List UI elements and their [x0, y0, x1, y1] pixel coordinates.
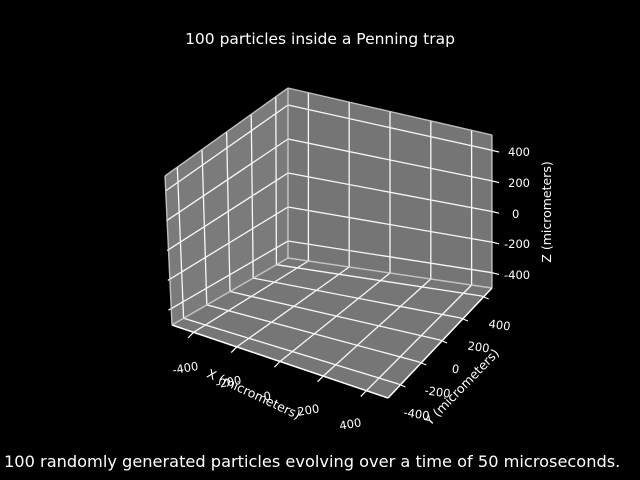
y-axis-tick-marks — [398, 295, 489, 388]
y-tick-label: -200 — [424, 383, 452, 400]
z-tick-label: -400 — [504, 268, 530, 282]
figure-caption: 100 randomly generated particles evolvin… — [4, 452, 621, 471]
y-tick-label: 400 — [488, 317, 512, 334]
gridlines-floor — [183, 260, 482, 392]
x-tick-label: -200 — [214, 373, 242, 391]
y-tick-label: 0 — [451, 362, 460, 377]
x-tick-label: 0 — [263, 389, 273, 404]
z-axis-label: Z (micrometers) — [539, 161, 554, 262]
z-tick-label: 400 — [508, 145, 530, 159]
x-axis-label: X (micrometers) — [205, 366, 303, 422]
x-axis-tick-marks — [187, 331, 367, 397]
gridlines-xz-wall — [165, 96, 289, 319]
z-tick-label: 0 — [512, 207, 519, 221]
x-tick-label: 400 — [338, 415, 362, 432]
y-axis-tick-labels: -400 -200 0 200 400 — [403, 317, 512, 423]
z-tick-label: 200 — [508, 176, 530, 190]
axes-box-edges — [164, 87, 493, 326]
x-tick-label: 200 — [296, 401, 320, 418]
x-axis-tick-labels: -400 -200 0 200 400 — [171, 359, 362, 433]
x-tick-label: -400 — [171, 359, 199, 377]
page-title: 100 particles inside a Penning trap — [185, 30, 455, 48]
z-axis-tick-labels: 400 200 0 -200 -400 — [504, 145, 530, 282]
gridlines-yz-wall — [287, 92, 493, 285]
y-tick-label: -400 — [403, 405, 431, 422]
pane-xz-wall — [165, 88, 288, 325]
z-tick-label: -200 — [504, 237, 530, 251]
y-tick-label: 200 — [467, 339, 491, 356]
z-axis-tick-marks — [491, 149, 500, 275]
pane-floor — [172, 258, 492, 398]
